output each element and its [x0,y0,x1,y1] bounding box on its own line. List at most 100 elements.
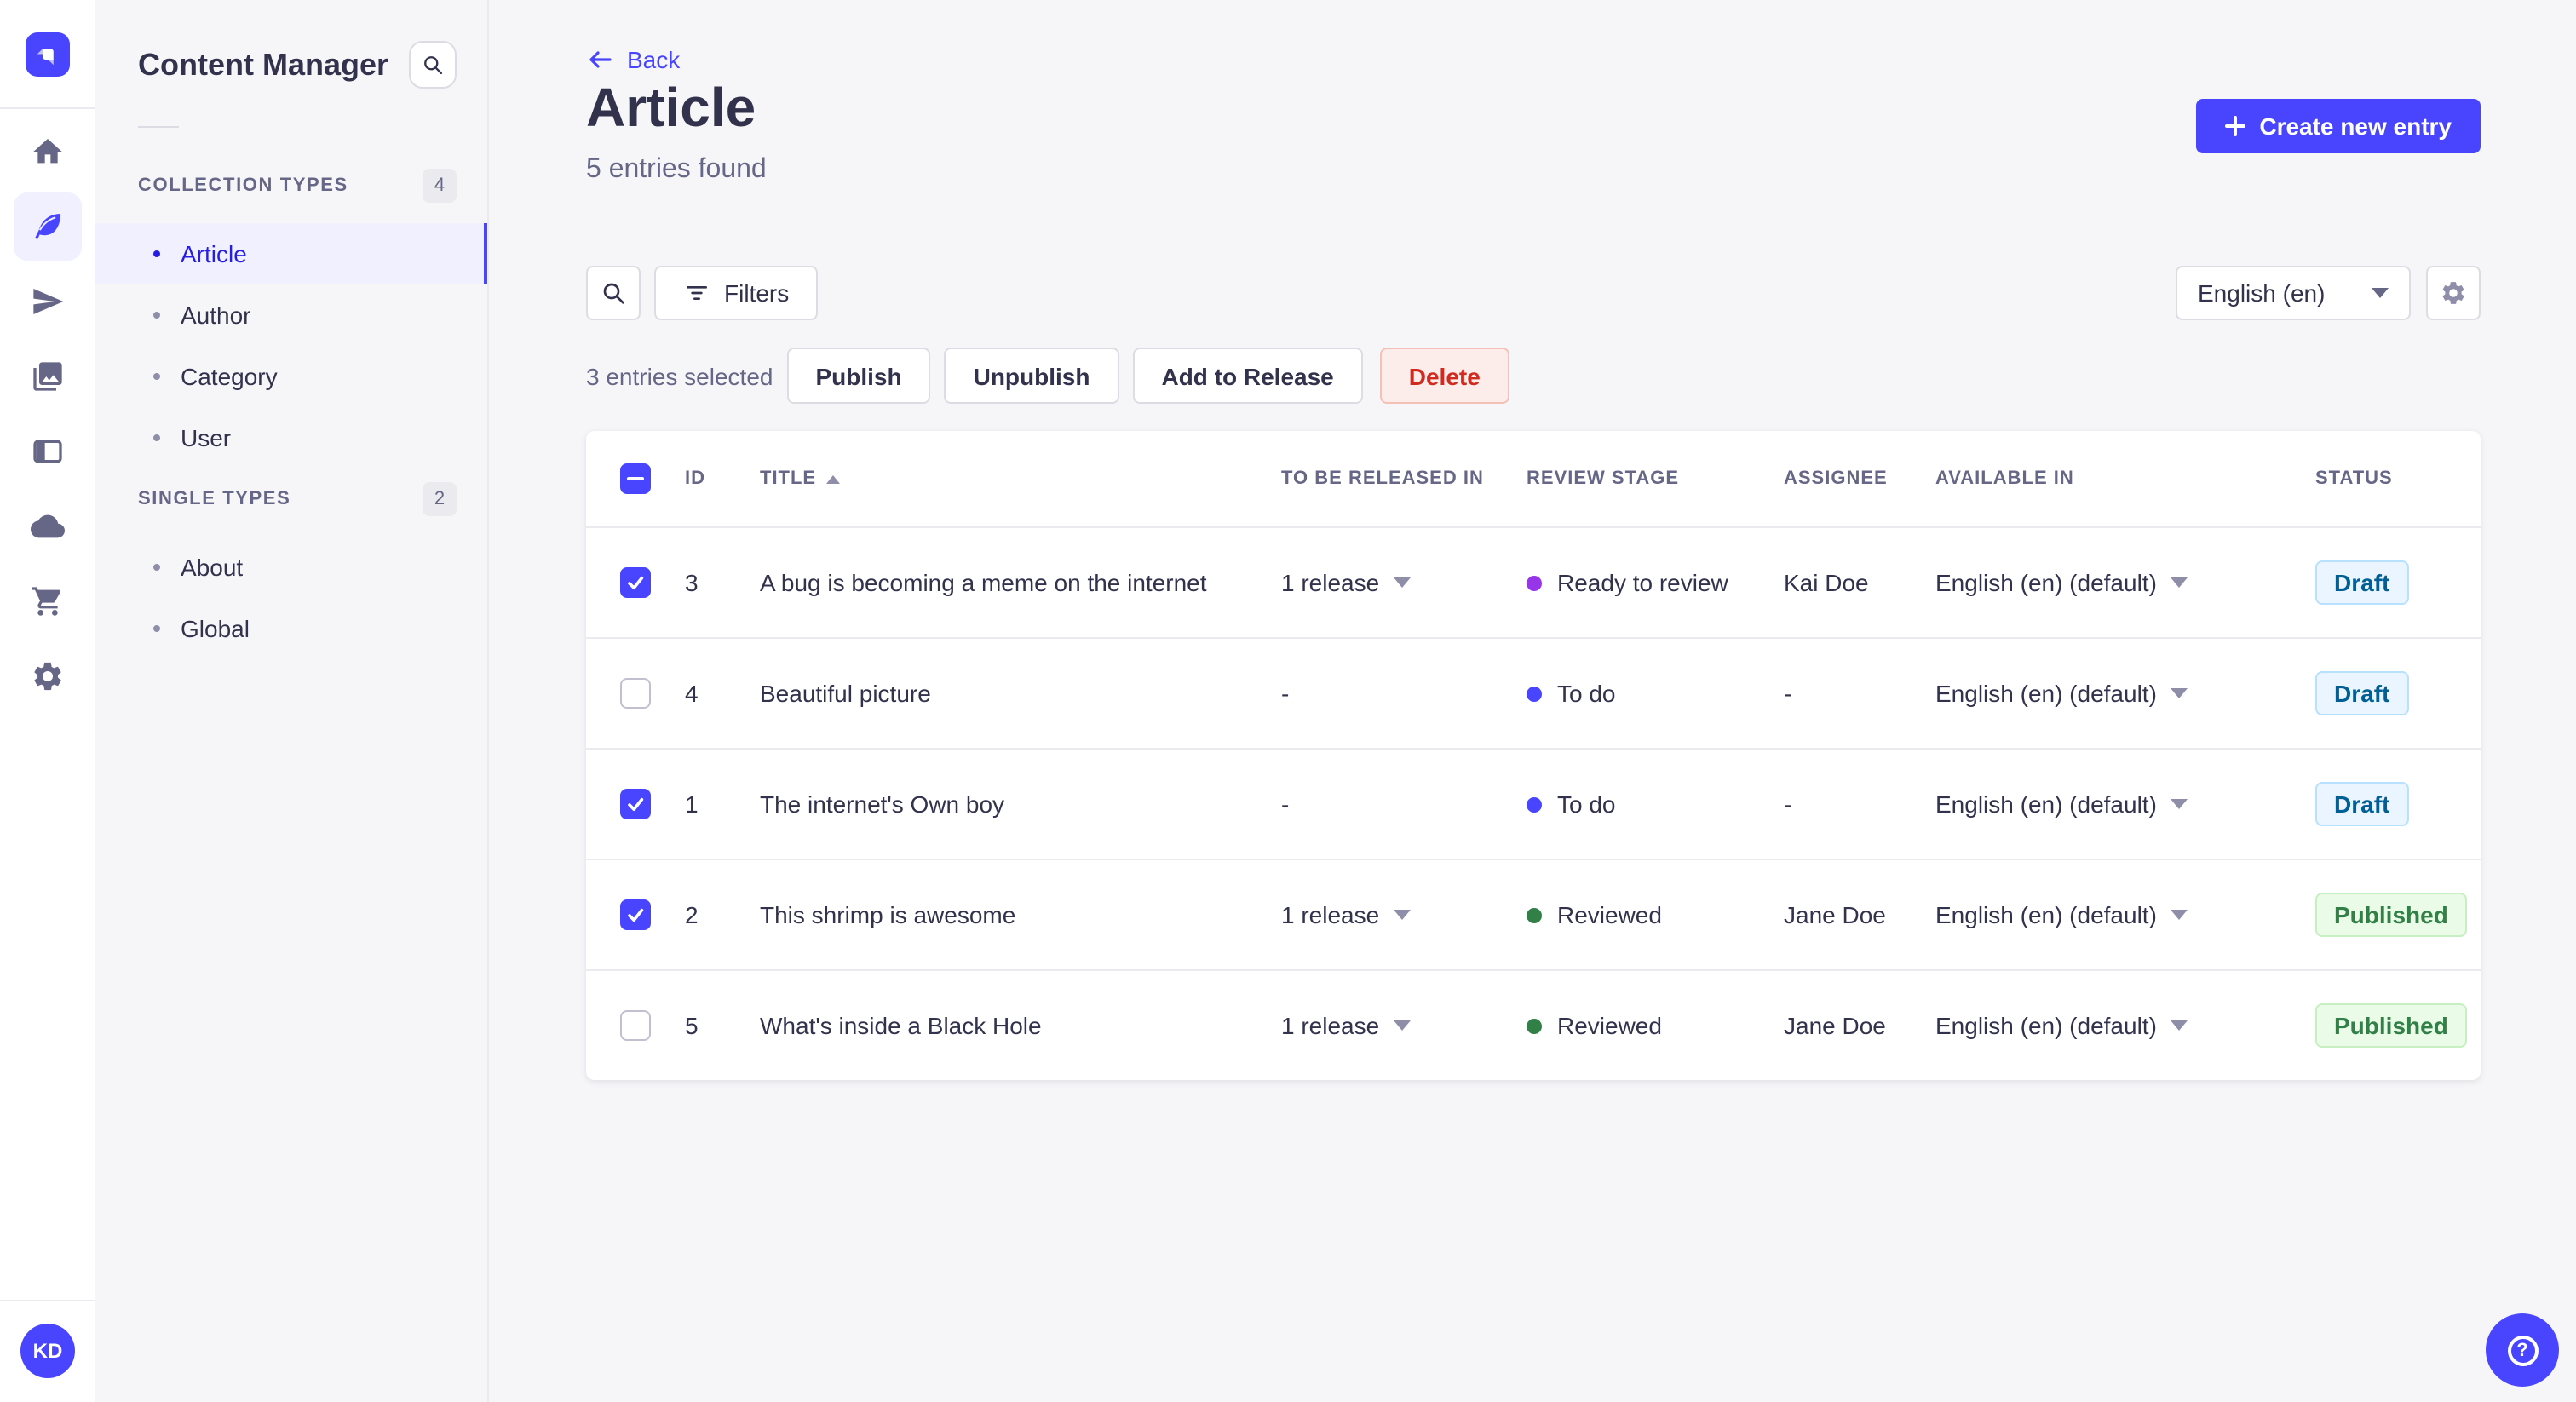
plus-icon [2225,116,2246,136]
layout-icon [33,440,62,463]
bullet-icon [153,250,160,257]
row-id: 2 [685,901,699,928]
row-checkbox[interactable] [620,567,651,598]
sidebar-item-category[interactable]: Category [95,346,487,407]
sidebar-item-author[interactable]: Author [95,284,487,346]
delete-button[interactable]: Delete [1379,348,1509,404]
row-status: Draft [2315,782,2481,826]
row-locale[interactable]: English (en) (default) [1935,569,2315,596]
chevron-down-icon [1393,910,1411,920]
nav-item-content-type-builder[interactable] [14,417,82,486]
row-review-stage: To do [1527,680,1784,707]
check-icon [628,576,644,589]
column-header-assignee: ASSIGNEE [1784,468,1888,489]
table-body: 3 A bug is becoming a meme on the interne… [586,526,2481,1080]
sidebar-item-article[interactable]: Article [95,223,487,284]
nav-item-content-manager[interactable] [14,192,82,261]
bullet-icon [153,434,160,441]
filters-button[interactable]: Filters [654,266,819,320]
arrow-left-icon [589,51,612,68]
main-content: Back Article 5 entries found Create new … [491,0,2576,1402]
row-locale[interactable]: English (en) (default) [1935,901,2315,928]
row-locale[interactable]: English (en) (default) [1935,790,2315,818]
sidebar-item-label: Author [181,302,251,329]
table-row: 1 The internet's Own boy - To do - English (e… [586,748,2481,859]
view-settings-button[interactable] [2426,266,2481,320]
row-release[interactable]: 1 release [1281,901,1527,928]
row-release[interactable]: 1 release [1281,1012,1527,1039]
nav-item-cloud[interactable] [14,492,82,560]
nav-item-home[interactable] [14,118,82,186]
entries-count: 5 entries found [586,155,767,184]
chevron-down-icon [2170,1020,2188,1031]
row-status: Draft [2315,560,2481,605]
publish-button[interactable]: Publish [786,348,931,404]
row-assignee: Jane Doe [1784,1012,1886,1039]
filter-icon [687,286,707,300]
chevron-down-icon [2372,288,2389,298]
table-row: 2 This shrimp is awesome 1 release Reviewed… [586,859,2481,969]
sidebar-item-user[interactable]: User [95,407,487,468]
search-button[interactable] [586,266,641,320]
selection-count: 3 entries selected [586,362,773,389]
sidebar-title: Content Manager [138,47,389,81]
unpublish-button[interactable]: Unpublish [944,348,1119,404]
column-header-title[interactable]: TITLE [760,468,1281,489]
stage-dot-icon [1527,575,1542,590]
row-status: Published [2315,893,2481,937]
row-title: A bug is becoming a meme on the internet [760,569,1207,596]
bullet-icon [153,564,160,571]
user-avatar[interactable]: KD [20,1324,75,1378]
strapi-logo-icon[interactable] [26,32,70,76]
create-new-entry-button[interactable]: Create new entry [2196,99,2481,153]
row-assignee: Kai Doe [1784,569,1869,596]
locale-select[interactable]: English (en) [2176,266,2411,320]
column-header-review-stage: REVIEW STAGE [1527,468,1680,489]
selection-bar: 3 entries selected Publish Unpublish Add… [586,348,2481,404]
sidebar-item-label: Article [181,240,247,267]
row-id: 1 [685,790,699,818]
nav-item-settings[interactable] [14,642,82,710]
count-badge: 4 [423,169,457,203]
row-release: - [1281,790,1290,818]
table-row: 4 Beautiful picture - To do - English (en) (d… [586,637,2481,748]
page-title: Article [586,77,756,138]
sidebar-item-about[interactable]: About [95,537,487,598]
help-button[interactable]: ? [2486,1313,2559,1387]
nav-item-marketplace[interactable] [14,567,82,635]
row-checkbox[interactable] [620,1010,651,1041]
back-link[interactable]: Back [586,0,680,73]
rail-footer: KD [0,1300,95,1402]
status-badge: Draft [2315,671,2409,715]
back-label[interactable]: Back [627,46,681,73]
row-checkbox[interactable] [620,899,651,930]
row-id: 5 [685,1012,699,1039]
column-header-id[interactable]: ID [685,468,705,489]
stage-dot-icon [1527,1018,1542,1033]
row-review-stage: Reviewed [1527,901,1784,928]
row-release[interactable]: 1 release [1281,569,1527,596]
row-checkbox[interactable] [620,789,651,819]
select-all-checkbox[interactable] [620,463,651,494]
row-assignee: - [1784,790,1792,818]
logo-mark [37,48,54,65]
table-header-row: ID TITLE TO BE RELEASED IN REVIEW STAGE … [586,431,2481,526]
sidebar-search-button[interactable] [409,41,457,89]
row-review-stage: To do [1527,790,1784,818]
sidebar-item-label: About [181,554,244,581]
filters-label: Filters [724,279,790,307]
chevron-down-icon [2170,910,2188,920]
row-locale[interactable]: English (en) (default) [1935,680,2315,707]
row-locale[interactable]: English (en) (default) [1935,1012,2315,1039]
row-status: Published [2315,1003,2481,1048]
add-to-release-button[interactable]: Add to Release [1132,348,1363,404]
row-id: 3 [685,569,699,596]
nav-item-releases[interactable] [14,267,82,336]
status-badge: Published [2315,893,2467,937]
row-checkbox[interactable] [620,678,651,709]
search-icon [424,56,443,75]
row-assignee: Jane Doe [1784,901,1886,928]
sidebar-item-global[interactable]: Global [95,598,487,659]
nav-item-media-library[interactable] [14,342,82,411]
